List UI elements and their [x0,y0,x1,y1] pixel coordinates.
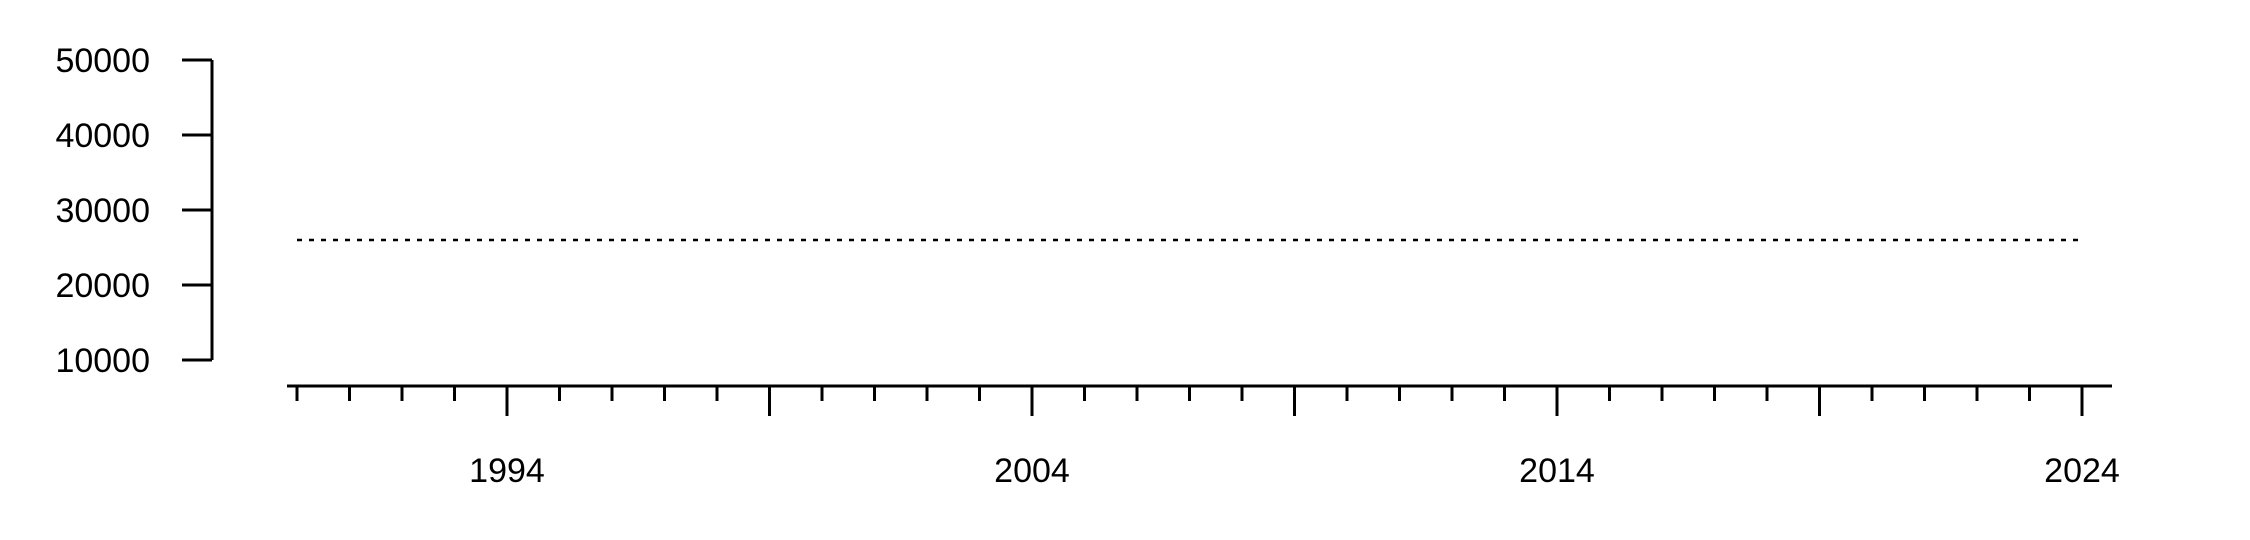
x-tick-label: 2024 [2044,452,2120,490]
y-tick-label: 20000 [55,267,150,305]
x-tick-label: 1994 [469,452,545,490]
x-tick-label: 2004 [994,452,1070,490]
y-tick-label: 50000 [55,42,150,80]
y-tick-label: 40000 [55,117,150,155]
x-axis: 1994 2004 2014 2024 [287,384,2120,490]
y-tick-label: 10000 [55,342,150,380]
x-tick-label: 2014 [1519,452,1595,490]
y-tick-label: 30000 [55,192,150,230]
y-axis: 10000 20000 30000 40000 50000 [55,42,214,380]
